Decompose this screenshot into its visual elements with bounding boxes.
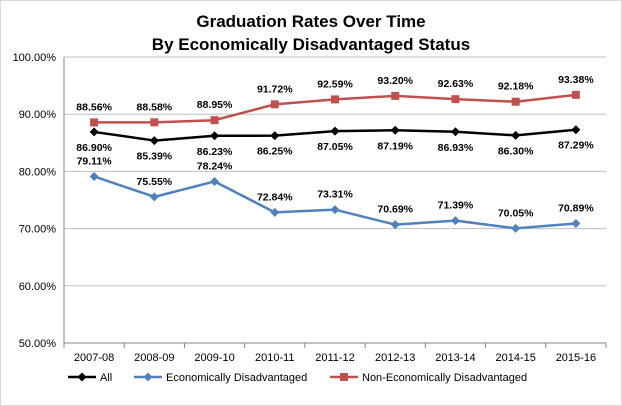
data-point <box>210 131 220 141</box>
data-label: 86.25% <box>257 146 293 158</box>
data-label: 75.55% <box>137 176 173 188</box>
data-point <box>450 216 460 226</box>
data-label: 93.20% <box>377 75 413 87</box>
data-point <box>330 126 340 136</box>
legend-label: All <box>100 372 112 384</box>
x-tick-label: 2014-15 <box>495 352 535 364</box>
y-tick-label: 100.00% <box>13 52 57 64</box>
data-label: 93.38% <box>558 74 594 86</box>
x-tick-label: 2011-12 <box>315 352 355 364</box>
chart-subtitle: By Economically Disadvantaged Status <box>151 35 471 54</box>
data-label: 78.24% <box>197 160 233 172</box>
data-point <box>571 125 581 135</box>
data-point <box>451 95 460 104</box>
data-point <box>571 219 581 229</box>
data-label: 70.69% <box>377 204 413 216</box>
data-label: 73.31% <box>317 189 353 201</box>
data-point <box>330 205 340 215</box>
data-label: 70.89% <box>558 203 594 215</box>
y-tick-label: 60.00% <box>19 281 57 293</box>
data-label: 85.39% <box>137 151 173 163</box>
data-label: 71.39% <box>438 200 474 212</box>
x-tick-label: 2015-16 <box>556 352 596 364</box>
data-label: 88.56% <box>76 101 112 113</box>
data-label: 86.30% <box>498 145 534 157</box>
y-tick-label: 70.00% <box>19 224 57 236</box>
data-label: 72.84% <box>257 191 293 203</box>
data-point <box>511 223 521 233</box>
data-label: 87.05% <box>317 141 353 153</box>
data-label: 88.95% <box>197 99 233 111</box>
chart-title: Graduation Rates Over Time <box>196 12 426 31</box>
x-tick-label: 2010-11 <box>255 352 295 364</box>
data-point <box>143 372 153 382</box>
data-point <box>270 100 279 109</box>
data-point <box>391 91 400 100</box>
data-label: 92.18% <box>498 81 534 93</box>
data-point <box>270 131 280 141</box>
data-point <box>270 207 280 217</box>
data-point <box>511 130 521 140</box>
data-point <box>210 176 220 186</box>
data-label: 87.29% <box>558 140 594 152</box>
data-label: 87.19% <box>377 140 413 152</box>
x-tick-label: 2008-09 <box>134 352 174 364</box>
data-point <box>89 127 99 137</box>
data-point <box>450 127 460 137</box>
data-point <box>150 118 159 127</box>
x-tick-label: 2007-08 <box>74 352 114 364</box>
y-tick-label: 80.00% <box>19 166 57 178</box>
data-label: 92.63% <box>438 78 474 90</box>
data-point <box>210 116 219 125</box>
data-point <box>77 372 87 382</box>
data-point <box>89 171 99 181</box>
data-point <box>149 192 159 202</box>
data-label: 70.05% <box>498 207 534 219</box>
data-point <box>390 125 400 135</box>
x-tick-label: 2013-14 <box>435 352 475 364</box>
data-label: 86.90% <box>76 142 112 154</box>
data-label: 79.11% <box>77 155 113 167</box>
data-point <box>571 90 580 99</box>
data-point <box>149 136 159 146</box>
legend-label: Economically Disadvantaged <box>166 372 307 384</box>
legend-label: Non-Economically Disadvantaged <box>362 372 527 384</box>
x-tick-label: 2012-13 <box>375 352 415 364</box>
x-tick-label: 2009-10 <box>194 352 234 364</box>
data-point <box>390 220 400 230</box>
data-label: 86.93% <box>438 142 474 154</box>
data-label: 88.58% <box>137 101 173 113</box>
data-label: 91.72% <box>257 83 293 95</box>
data-label: 86.23% <box>197 146 233 158</box>
data-point <box>90 118 99 127</box>
data-point <box>340 373 348 381</box>
data-point <box>331 95 339 104</box>
data-point <box>511 97 520 106</box>
y-tick-label: 50.00% <box>19 338 57 350</box>
y-tick-label: 90.00% <box>19 109 57 121</box>
data-label: 92.59% <box>317 78 353 90</box>
